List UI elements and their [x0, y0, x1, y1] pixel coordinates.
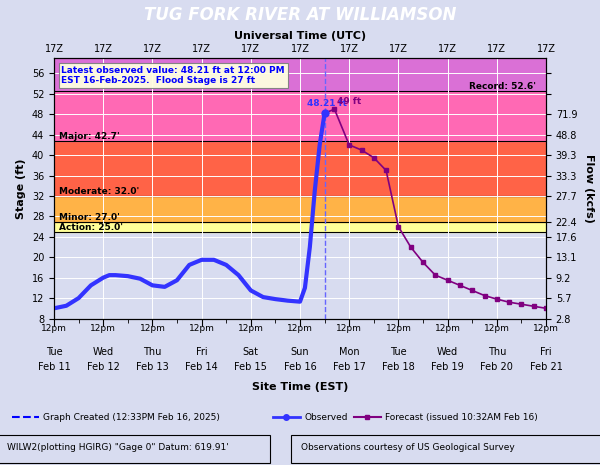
Text: Minor: 27.0': Minor: 27.0'	[59, 213, 120, 222]
Text: Major: 42.7': Major: 42.7'	[59, 132, 119, 141]
Text: 17Z: 17Z	[290, 44, 310, 54]
Text: 49 ft: 49 ft	[337, 97, 361, 106]
Text: Mon: Mon	[339, 347, 359, 358]
Bar	[54, 232, 546, 319]
Text: Graph Created (12:33PM Feb 16, 2025): Graph Created (12:33PM Feb 16, 2025)	[43, 413, 220, 422]
Text: Latest observed value: 48.21 ft at 12:00 PM
EST 16-Feb-2025.  Flood Stage is 27 : Latest observed value: 48.21 ft at 12:00…	[61, 66, 285, 86]
Y-axis label: Flow (kcfs): Flow (kcfs)	[584, 154, 594, 223]
Text: 17Z: 17Z	[44, 44, 64, 54]
Text: 12pm: 12pm	[336, 325, 362, 333]
Text: 12pm: 12pm	[139, 325, 166, 333]
Text: Universal Time (UTC): Universal Time (UTC)	[234, 31, 366, 41]
Text: 17Z: 17Z	[94, 44, 113, 54]
FancyBboxPatch shape	[0, 435, 270, 463]
Y-axis label: Stage (ft): Stage (ft)	[16, 158, 26, 219]
Text: 12pm: 12pm	[434, 325, 461, 333]
Text: Forecast (issued 10:32AM Feb 16): Forecast (issued 10:32AM Feb 16)	[385, 413, 538, 422]
Text: Tue: Tue	[390, 347, 407, 358]
Text: Feb 20: Feb 20	[481, 362, 513, 372]
Text: 48.21 ft: 48.21 ft	[307, 99, 347, 107]
Text: Wed: Wed	[92, 347, 114, 358]
Text: 17Z: 17Z	[389, 44, 408, 54]
Text: 12pm: 12pm	[385, 325, 412, 333]
Text: 17Z: 17Z	[340, 44, 359, 54]
Text: Moderate: 32.0': Moderate: 32.0'	[59, 187, 139, 196]
Bar	[54, 91, 546, 141]
Text: 17Z: 17Z	[438, 44, 457, 54]
Bar	[54, 221, 546, 232]
Bar	[54, 58, 546, 91]
Text: Feb 18: Feb 18	[382, 362, 415, 372]
Text: Feb 13: Feb 13	[136, 362, 169, 372]
Text: 12pm: 12pm	[533, 325, 559, 333]
Text: Feb 14: Feb 14	[185, 362, 218, 372]
Text: TUG FORK RIVER AT WILLIAMSON: TUG FORK RIVER AT WILLIAMSON	[144, 6, 456, 24]
Text: Feb 17: Feb 17	[333, 362, 365, 372]
Text: Feb 11: Feb 11	[38, 362, 70, 372]
Text: Feb 15: Feb 15	[235, 362, 267, 372]
Text: Feb 19: Feb 19	[431, 362, 464, 372]
Text: WILW2(plotting HGIRG) "Gage 0" Datum: 619.91': WILW2(plotting HGIRG) "Gage 0" Datum: 61…	[7, 443, 229, 452]
Text: 17Z: 17Z	[241, 44, 260, 54]
Text: 12pm: 12pm	[41, 325, 67, 333]
Text: Site Time (EST): Site Time (EST)	[252, 382, 348, 392]
Text: Wed: Wed	[437, 347, 458, 358]
Text: Observed: Observed	[304, 413, 348, 422]
Text: 17Z: 17Z	[487, 44, 506, 54]
Text: Thu: Thu	[143, 347, 161, 358]
Text: 12pm: 12pm	[484, 325, 510, 333]
Text: Sun: Sun	[290, 347, 310, 358]
Text: 17Z: 17Z	[536, 44, 556, 54]
Text: Sat: Sat	[243, 347, 259, 358]
Text: Observations courtesy of US Geological Survey: Observations courtesy of US Geological S…	[301, 443, 515, 452]
Text: 12pm: 12pm	[287, 325, 313, 333]
Text: 17Z: 17Z	[192, 44, 211, 54]
Text: Fri: Fri	[540, 347, 552, 358]
Text: Feb 16: Feb 16	[284, 362, 316, 372]
Text: Record: 52.6': Record: 52.6'	[469, 82, 536, 91]
Text: 12pm: 12pm	[188, 325, 215, 333]
Text: Fri: Fri	[196, 347, 208, 358]
Text: 17Z: 17Z	[143, 44, 162, 54]
FancyBboxPatch shape	[291, 435, 600, 463]
Text: Feb 12: Feb 12	[87, 362, 119, 372]
Text: Action: 25.0': Action: 25.0'	[59, 223, 123, 232]
Text: 12pm: 12pm	[238, 325, 264, 333]
Text: Feb 21: Feb 21	[530, 362, 562, 372]
Text: Tue: Tue	[46, 347, 62, 358]
Bar	[54, 196, 546, 221]
Text: 12pm: 12pm	[90, 325, 116, 333]
Text: Thu: Thu	[488, 347, 506, 358]
Bar	[54, 141, 546, 196]
